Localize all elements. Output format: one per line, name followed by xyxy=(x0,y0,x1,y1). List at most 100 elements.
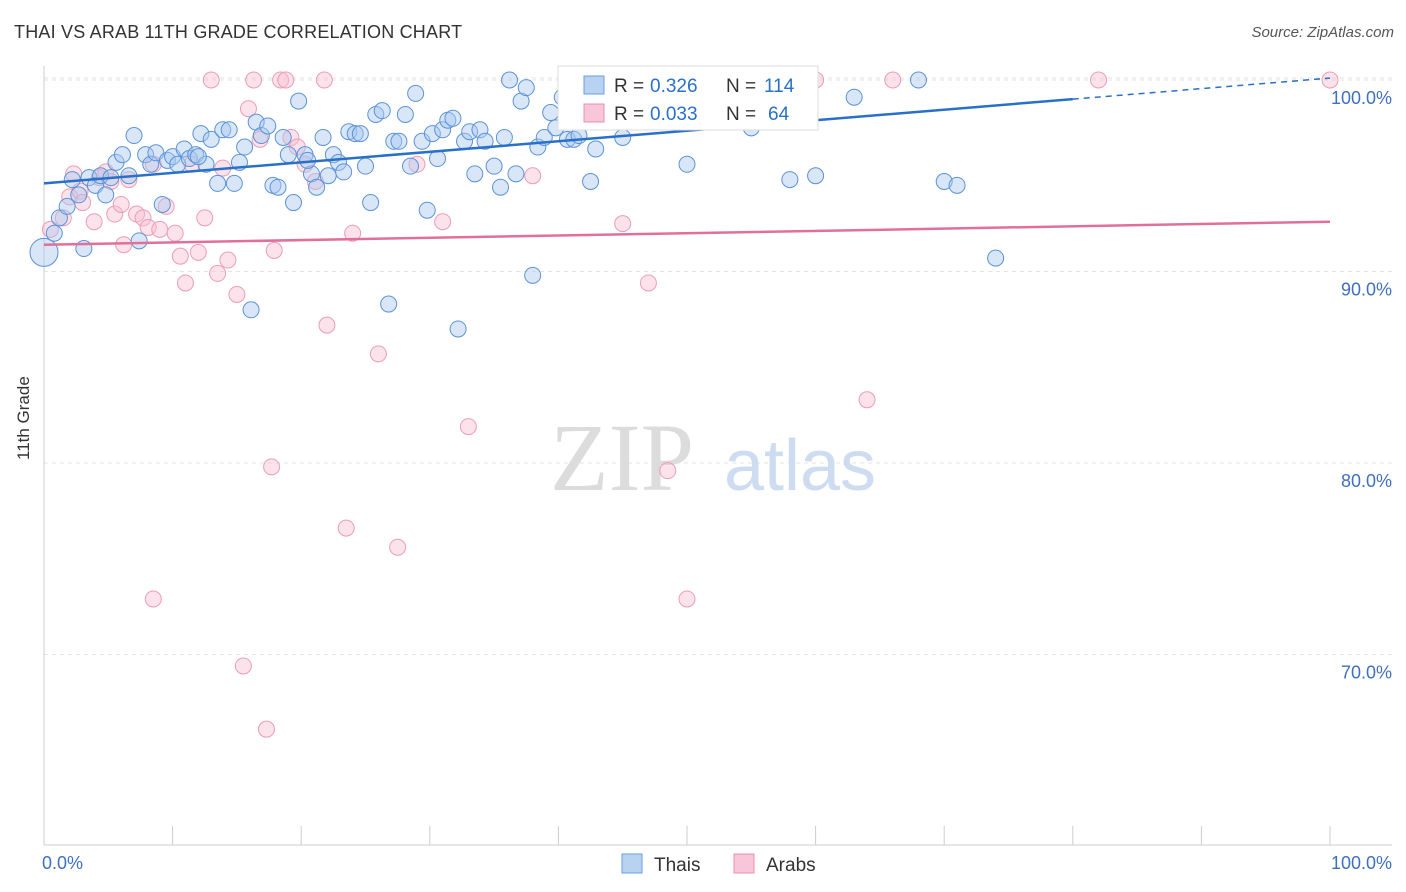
stats-n-label-arabs: N = xyxy=(726,104,756,125)
thai-point-86 xyxy=(517,79,535,97)
thai-point-42 xyxy=(274,128,292,146)
arab-point-32 xyxy=(239,100,257,118)
arab-point-38 xyxy=(272,71,290,89)
thai-point-70 xyxy=(429,150,447,168)
thai-point-66 xyxy=(407,84,425,102)
thai-point-31 xyxy=(214,121,232,139)
source-label: Source: ZipAtlas.com xyxy=(1251,24,1394,41)
thai-point-35 xyxy=(236,138,254,156)
thai-point-38 xyxy=(252,127,270,145)
thai-point-69 xyxy=(423,125,441,143)
thai-point-16 xyxy=(130,232,148,250)
arab-point-48 xyxy=(369,345,387,363)
arab-point-26 xyxy=(202,71,220,89)
thai-point-47 xyxy=(302,165,320,183)
legend-label-arabs: Arabs xyxy=(766,855,816,876)
thai-point-48 xyxy=(308,178,326,196)
thai-point-20 xyxy=(153,195,171,213)
thai-point-80 xyxy=(485,157,503,175)
thai-point-106 xyxy=(781,171,799,189)
stats-r-label-thais: R = xyxy=(614,76,644,97)
thai-point-17 xyxy=(137,146,155,164)
thai-point-61 xyxy=(380,295,398,313)
y-tick-label-2: 90.0% xyxy=(1341,280,1392,300)
arab-point-30 xyxy=(228,285,246,303)
arab-point-50 xyxy=(408,155,426,173)
thai-point-55 xyxy=(346,125,364,143)
thai-point-109 xyxy=(909,71,927,89)
stats-swatch-arabs xyxy=(583,103,605,123)
thai-point-97 xyxy=(582,172,600,190)
arab-point-63 xyxy=(144,590,162,608)
thai-point-82 xyxy=(495,128,513,146)
stats-legend: R = 0.326 N = 114 R = 0.033 N = 64 xyxy=(557,65,819,131)
arab-point-37 xyxy=(265,241,283,259)
arab-point-21 xyxy=(171,247,189,265)
arab-point-6 xyxy=(85,213,103,231)
thai-trend-line xyxy=(43,97,1073,185)
arab-point-60 xyxy=(884,71,902,89)
arab-point-20 xyxy=(166,224,184,242)
arab-point-39 xyxy=(277,71,295,89)
arab-point-29 xyxy=(219,251,237,269)
thai-point-49 xyxy=(314,128,332,146)
thai-point-90 xyxy=(542,104,560,122)
thai-point-110 xyxy=(935,172,953,190)
arab-point-51 xyxy=(434,213,452,231)
arab-point-22 xyxy=(176,274,194,292)
stats-r-value-arabs: 0.033 xyxy=(650,104,698,125)
arab-point-11 xyxy=(112,195,130,213)
thai-point-111 xyxy=(948,176,966,194)
thai-point-3 xyxy=(58,197,76,215)
arab-point-33 xyxy=(245,71,263,89)
thai-point-57 xyxy=(357,157,374,175)
thai-point-50 xyxy=(319,167,337,185)
arab-point-27 xyxy=(209,264,227,282)
x-tick-label-1: 100.0% xyxy=(1331,853,1392,873)
thai-point-5 xyxy=(70,186,88,204)
arab-point-15 xyxy=(134,209,152,227)
thai-point-62 xyxy=(385,132,403,150)
arab-point-61 xyxy=(1090,71,1108,89)
thai-point-44 xyxy=(284,194,302,212)
thai-point-81 xyxy=(492,178,510,196)
thai-point-56 xyxy=(351,125,369,143)
arab-point-25 xyxy=(196,209,214,227)
thai-point-77 xyxy=(466,165,484,183)
y-tick-label-3: 100.0% xyxy=(1331,88,1392,108)
thai-point-98 xyxy=(587,140,605,158)
thai-point-15 xyxy=(125,127,143,145)
thai-point-107 xyxy=(807,167,825,185)
series-arabs xyxy=(41,71,1339,738)
thai-point-33 xyxy=(225,174,243,192)
thai-point-32 xyxy=(220,121,238,139)
thai-point-85 xyxy=(512,92,530,110)
stats-r-value-thais: 0.326 xyxy=(650,76,698,97)
thai-point-60 xyxy=(373,102,391,120)
arab-point-56 xyxy=(659,462,677,480)
axes: 70.0% 80.0% 90.0% 100.0% 0.0% 100.0% xyxy=(42,66,1392,873)
trend-lines xyxy=(43,77,1331,246)
thai-point-0 xyxy=(29,237,59,267)
series-thais xyxy=(29,71,1005,338)
chart-title: THAI VS ARAB 11TH GRADE CORRELATION CHAR… xyxy=(14,22,463,42)
arab-point-35 xyxy=(257,720,275,738)
stats-r-label-arabs: R = xyxy=(614,104,644,125)
arab-point-10 xyxy=(106,205,124,223)
thai-point-41 xyxy=(269,178,287,196)
thai-point-63 xyxy=(390,132,408,150)
thai-point-101 xyxy=(678,155,696,173)
y-tick-label-1: 80.0% xyxy=(1341,471,1392,491)
arab-point-53 xyxy=(524,167,542,185)
thai-point-68 xyxy=(418,201,436,219)
arab-point-24 xyxy=(189,243,207,261)
arab-point-36 xyxy=(263,458,281,476)
y-tick-label-0: 70.0% xyxy=(1341,663,1392,683)
thai-point-27 xyxy=(192,125,210,143)
thai-point-30 xyxy=(209,174,227,192)
thai-point-45 xyxy=(290,92,308,110)
arab-point-49 xyxy=(389,538,407,556)
thai-point-39 xyxy=(259,117,277,135)
stats-swatch-thais xyxy=(583,75,605,95)
thai-point-13 xyxy=(113,146,131,164)
